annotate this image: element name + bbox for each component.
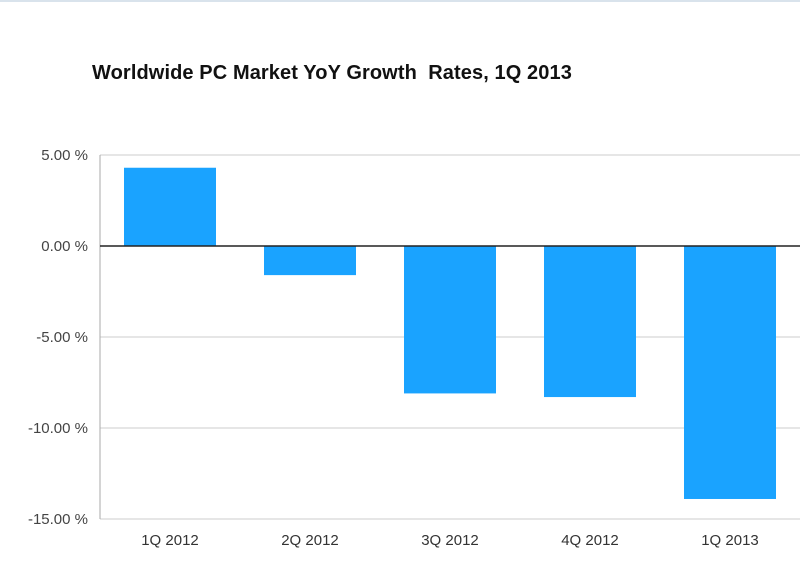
bar: [264, 246, 356, 276]
bar: [684, 246, 776, 499]
chart-title: Worldwide PC Market YoY Growth Rates, 1Q…: [92, 62, 572, 84]
x-tick-label: 1Q 2013: [701, 532, 759, 549]
y-tick-label: -15.00 %: [28, 511, 88, 528]
axes: [99, 155, 800, 519]
x-tick-label: 1Q 2012: [141, 532, 199, 549]
x-tick-label: 4Q 2012: [561, 532, 619, 549]
labels: 5.00 % 0.00 % -5.00 % -10.00 % -15.00 % 1Q 20…: [28, 147, 759, 549]
bars: [124, 167, 776, 499]
x-tick-label: 2Q 2012: [281, 532, 339, 549]
y-tick-label: 5.00 %: [41, 147, 88, 164]
y-tick-label: 0.00 %: [41, 238, 88, 255]
gridlines: [100, 154, 800, 520]
y-tick-label: -5.00 %: [36, 329, 88, 346]
top-border: [0, 0, 800, 2]
x-tick-label: 3Q 2012: [421, 532, 479, 549]
y-tick-label: -10.00 %: [28, 420, 88, 437]
bar: [124, 167, 216, 246]
bar: [404, 246, 496, 394]
bar: [544, 246, 636, 398]
